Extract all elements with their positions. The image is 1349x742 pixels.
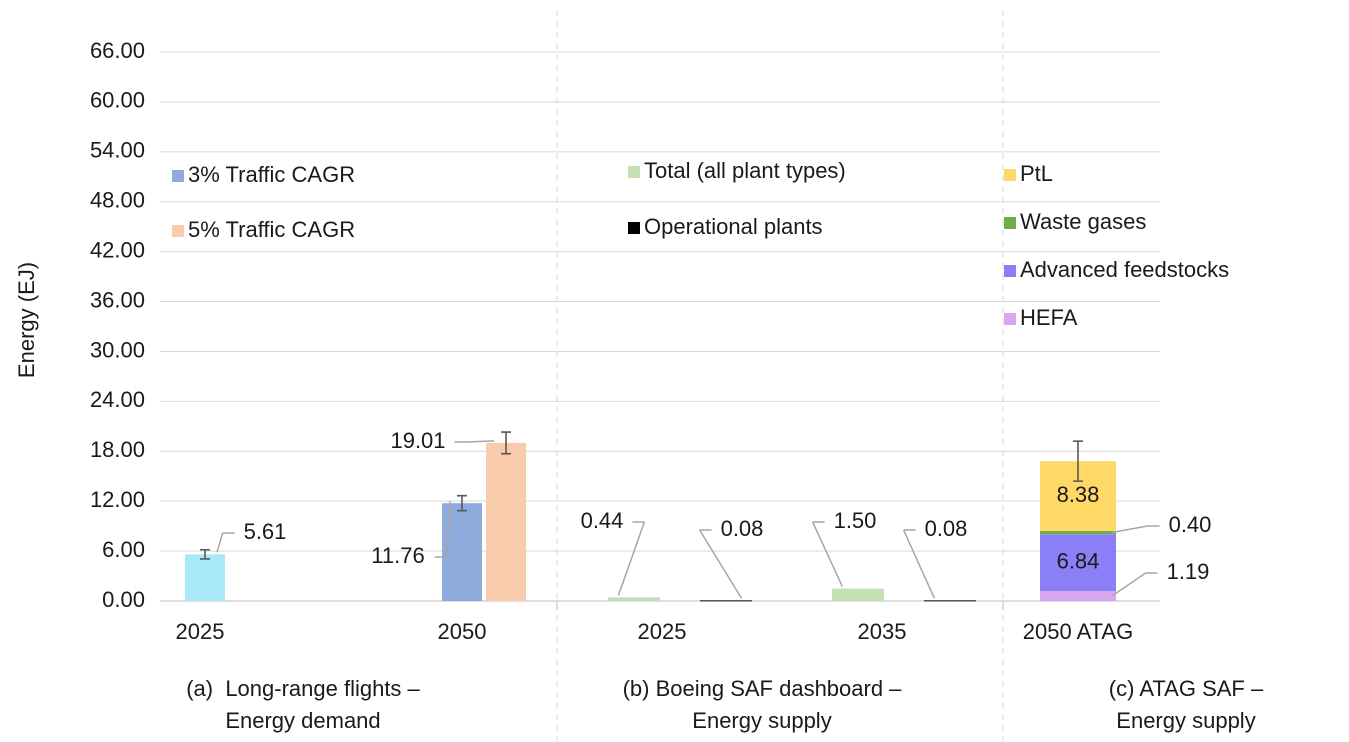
legend-swatch xyxy=(172,170,184,182)
leader-line xyxy=(445,501,451,558)
leader-line xyxy=(1111,572,1147,597)
data-label: 8.38 xyxy=(1057,482,1100,507)
error-bar xyxy=(1073,440,1083,482)
bar xyxy=(185,554,225,601)
y-tick-label: 12.00 xyxy=(90,487,145,512)
legend-label: HEFA xyxy=(1020,305,1078,330)
data-label: 1.19 xyxy=(1167,559,1210,584)
legend-swatch xyxy=(172,225,184,237)
x-tick-label: 2025 xyxy=(638,619,687,644)
leader-line xyxy=(617,521,646,596)
bar-segment xyxy=(1040,591,1116,601)
y-tick-label: 36.00 xyxy=(90,287,145,312)
y-tick-label: 18.00 xyxy=(90,437,145,462)
bar xyxy=(924,600,976,602)
x-tick-label: 2035 xyxy=(858,619,907,644)
data-label: 19.01 xyxy=(390,428,445,453)
x-tick-label: 2025 xyxy=(176,619,225,644)
legend-label: Advanced feedstocks xyxy=(1020,257,1229,282)
panel-label: Energy supply xyxy=(692,708,831,733)
legend-label: Waste gases xyxy=(1020,209,1146,234)
bar xyxy=(700,600,752,602)
legend-swatch xyxy=(1004,217,1016,229)
x-tick-label: 2050 ATAG xyxy=(1023,619,1133,644)
panel-label: Energy supply xyxy=(1116,708,1255,733)
y-tick-label: 66.00 xyxy=(90,38,145,63)
x-tick-label: 2050 xyxy=(438,619,487,644)
y-tick-label: 60.00 xyxy=(90,88,145,113)
panel-label: (b) Boeing SAF dashboard – xyxy=(623,676,903,701)
legend-swatch xyxy=(1004,265,1016,277)
data-label: 0.08 xyxy=(721,516,764,541)
bar-segment xyxy=(1040,530,1116,535)
leader-line xyxy=(902,529,936,599)
legend-swatch xyxy=(1004,313,1016,325)
y-tick-label: 48.00 xyxy=(90,188,145,213)
bar xyxy=(442,503,482,601)
bar-segment xyxy=(1040,534,1116,592)
leader-line xyxy=(466,440,495,443)
data-label: 11.76 xyxy=(371,543,424,568)
data-label: 0.44 xyxy=(581,508,624,533)
leader-line xyxy=(698,529,743,599)
data-label: 0.08 xyxy=(925,516,968,541)
legend-label: PtL xyxy=(1020,161,1053,186)
legend-label: 5% Traffic CAGR xyxy=(188,217,355,242)
leader-line xyxy=(216,532,224,553)
bar xyxy=(832,588,884,601)
panel-label: (a) Long-range flights – xyxy=(186,676,420,701)
y-tick-label: 54.00 xyxy=(90,138,145,163)
legend-label: 3% Traffic CAGR xyxy=(188,162,355,187)
y-tick-label: 6.00 xyxy=(102,537,145,562)
error-bar xyxy=(457,494,467,512)
panel-label: (c) ATAG SAF – xyxy=(1109,676,1264,701)
bar xyxy=(486,442,526,601)
legend-swatch xyxy=(1004,169,1016,181)
y-tick-label: 0.00 xyxy=(102,587,145,612)
data-label: 5.61 xyxy=(244,519,287,544)
error-bar xyxy=(200,548,210,560)
data-label: 1.50 xyxy=(834,508,877,533)
legend-swatch xyxy=(628,166,640,178)
legend-swatch xyxy=(628,222,640,234)
data-label: 0.40 xyxy=(1169,512,1212,537)
legend-label: Operational plants xyxy=(644,214,823,239)
panel-label: Energy demand xyxy=(225,708,380,733)
error-bar xyxy=(501,431,511,455)
y-axis-label: Energy (EJ) xyxy=(14,262,39,378)
y-tick-label: 42.00 xyxy=(90,237,145,262)
bar xyxy=(608,597,660,601)
data-label: 6.84 xyxy=(1057,548,1100,573)
leader-line xyxy=(1111,525,1148,534)
y-tick-label: 30.00 xyxy=(90,337,145,362)
leader-line xyxy=(811,521,844,587)
y-tick-label: 24.00 xyxy=(90,387,145,412)
legend-label: Total (all plant types) xyxy=(644,158,846,183)
